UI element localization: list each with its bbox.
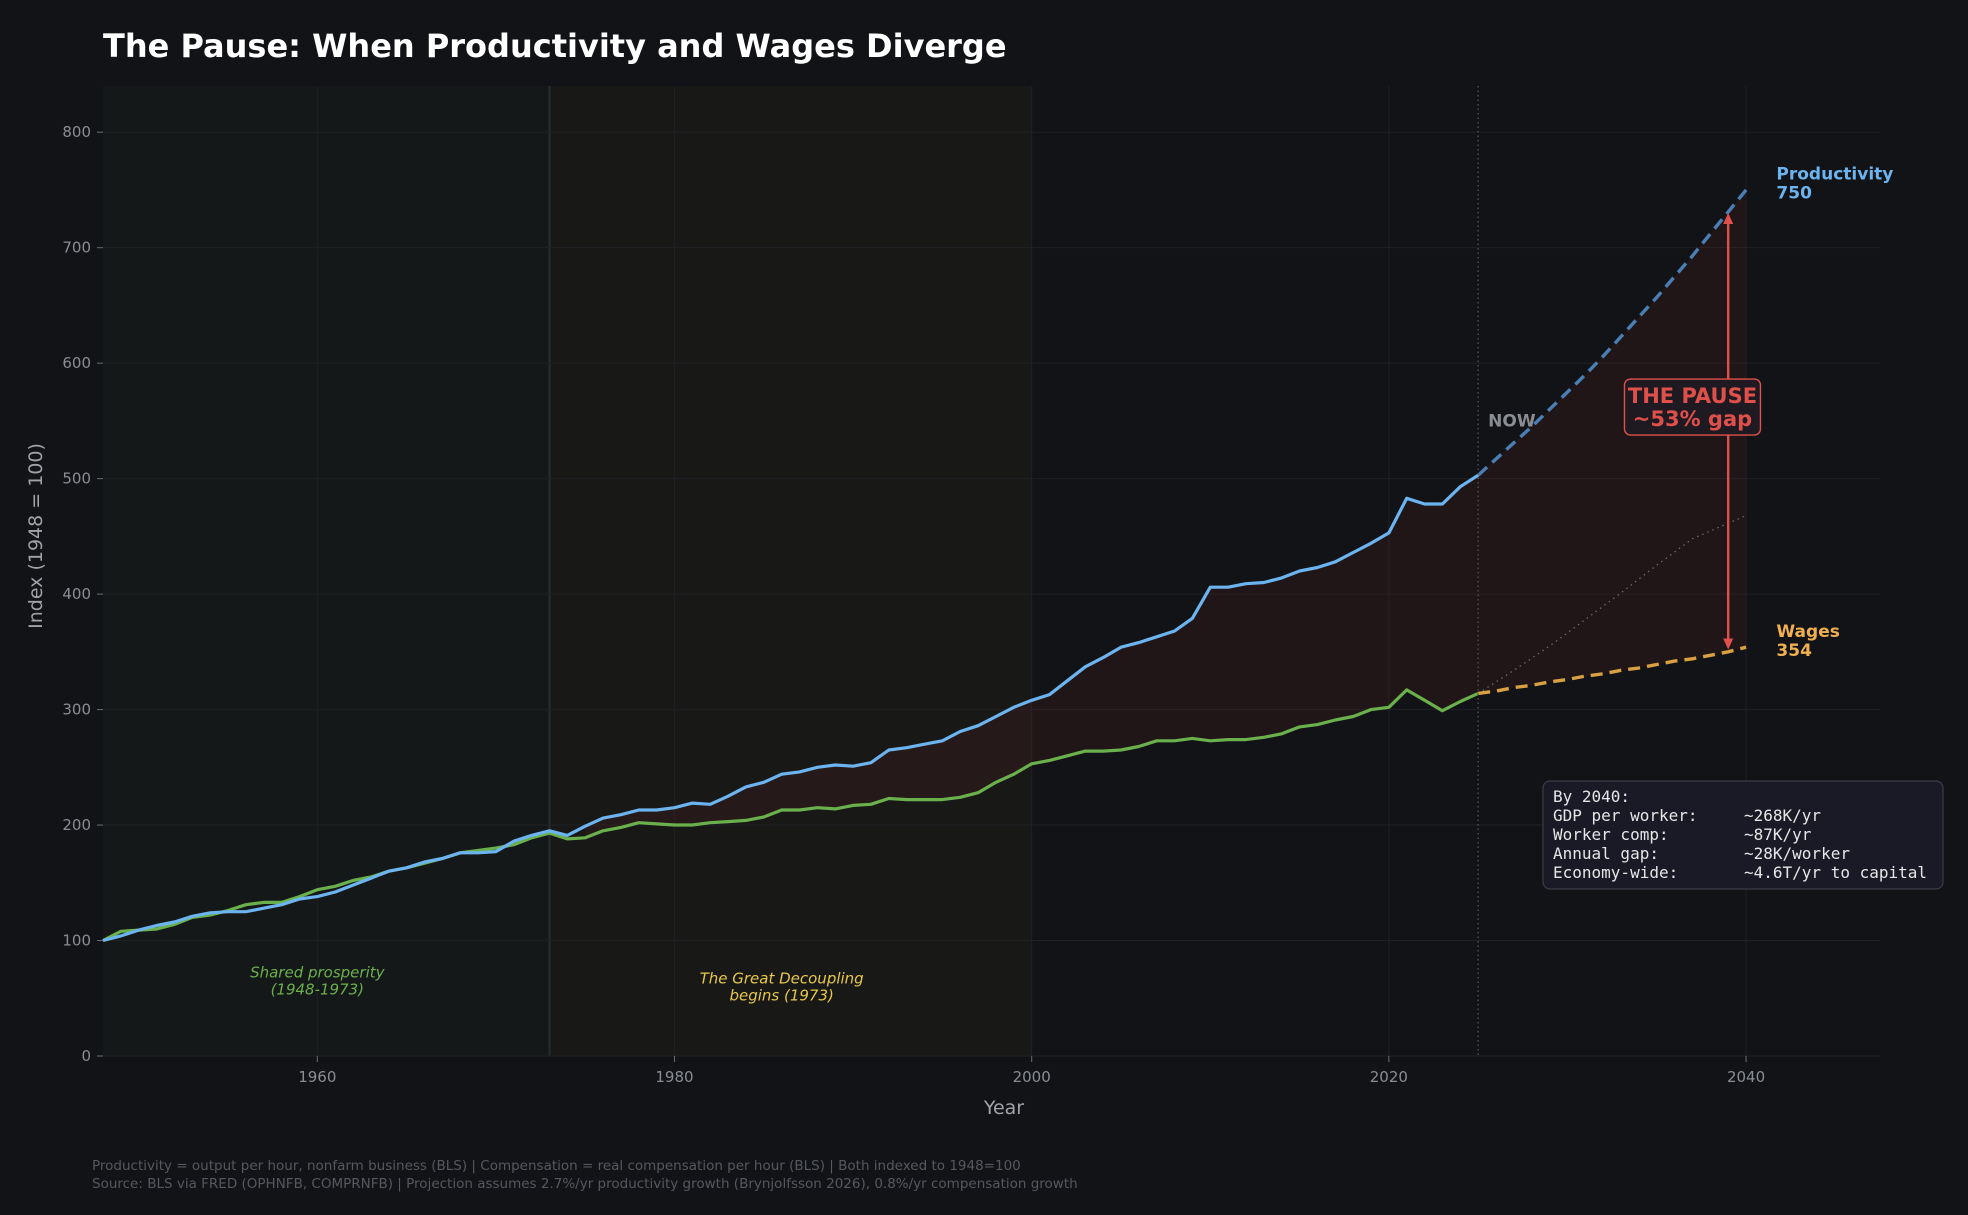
now-label: NOW bbox=[1488, 412, 1536, 432]
gap-area bbox=[585, 189, 1747, 838]
era-region-2 bbox=[549, 86, 1031, 1056]
era-label-1: Shared prosperity (1948-1973) bbox=[250, 963, 386, 998]
reference-curve bbox=[1477, 515, 1747, 694]
footnote-line-1: Productivity = output per hour, nonfarm … bbox=[92, 1158, 1021, 1174]
y-tick-label: 0 bbox=[81, 1047, 91, 1065]
grid-lines bbox=[103, 86, 1880, 1057]
y-tick-label: 400 bbox=[62, 585, 91, 603]
gap-arrow-head-down bbox=[1723, 638, 1734, 650]
x-tick-label: 2040 bbox=[1727, 1068, 1765, 1086]
productivity-line bbox=[102, 473, 1480, 943]
y-tick-label: 300 bbox=[62, 701, 91, 719]
axis-ticks: 0 100 200 300 400 500 600 700 800 1960 1980 2000 202… bbox=[62, 123, 1765, 1086]
y-tick-label: 800 bbox=[62, 123, 91, 141]
y-tick-label: 600 bbox=[62, 354, 91, 372]
wages-projection-line bbox=[1477, 645, 1747, 696]
y-tick-label: 100 bbox=[62, 932, 91, 950]
era-label-line: (1948-1973) bbox=[271, 980, 364, 998]
end-label-productivity: Productivity 750 bbox=[1776, 165, 1893, 204]
end-label-value: 354 bbox=[1776, 641, 1812, 661]
summary-row-label: GDP per worker: bbox=[1553, 806, 1698, 825]
x-tick-label: 1960 bbox=[298, 1068, 336, 1086]
x-axis-label: Year bbox=[983, 1097, 1024, 1119]
wages-line bbox=[102, 688, 1479, 942]
era-region-1 bbox=[103, 86, 549, 1056]
x-tick-label: 2020 bbox=[1370, 1068, 1408, 1086]
annotations: NOW Shared prosperity (1948-1973) The Great… bbox=[250, 86, 1944, 1056]
summary-row-value: ~4.6T/yr to capital bbox=[1744, 863, 1927, 882]
pause-box bbox=[1623, 378, 1762, 436]
summary-row-label: Economy-wide: bbox=[1553, 863, 1678, 882]
summary-box bbox=[1542, 780, 1944, 890]
y-tick-label: 200 bbox=[62, 816, 91, 834]
era-label-line: begins (1973) bbox=[729, 986, 833, 1004]
end-label-name: Wages bbox=[1776, 622, 1839, 642]
summary-row-label: Worker comp: bbox=[1553, 825, 1669, 844]
pause-title: THE PAUSE bbox=[1628, 384, 1757, 408]
end-label-wages: Wages 354 bbox=[1776, 622, 1839, 661]
chart-title: The Pause: When Productivity and Wages D… bbox=[103, 27, 1007, 65]
x-tick-label: 2000 bbox=[1013, 1068, 1051, 1086]
pause-gap-text: ~53% gap bbox=[1633, 407, 1752, 431]
productivity-projection-line bbox=[1477, 188, 1748, 477]
y-axis-label: Index (1948 = 100) bbox=[25, 443, 47, 629]
era-label-2: The Great Decoupling begins (1973) bbox=[700, 969, 864, 1004]
y-tick-label: 500 bbox=[62, 470, 91, 488]
gap-arrow-head-up bbox=[1723, 213, 1734, 225]
summary-row-label: Annual gap: bbox=[1553, 844, 1659, 863]
y-tick-label: 700 bbox=[62, 239, 91, 257]
footnote-line-2: Source: BLS via FRED (OPHNFB, COMPRNFB) … bbox=[92, 1176, 1078, 1192]
end-label-name: Productivity bbox=[1776, 165, 1893, 185]
x-tick-label: 1980 bbox=[655, 1068, 693, 1086]
summary-heading: By 2040: bbox=[1553, 787, 1630, 806]
summary-row-value: ~268K/yr bbox=[1744, 806, 1821, 825]
data-lines bbox=[102, 188, 1748, 943]
summary-row-value: ~87K/yr bbox=[1744, 825, 1812, 844]
summary-row-value: ~28K/worker bbox=[1744, 844, 1850, 863]
end-label-value: 750 bbox=[1776, 184, 1812, 204]
era-label-line: Shared prosperity bbox=[250, 963, 386, 981]
gap-fill-area bbox=[585, 189, 1747, 838]
era-label-line: The Great Decoupling bbox=[700, 969, 864, 987]
